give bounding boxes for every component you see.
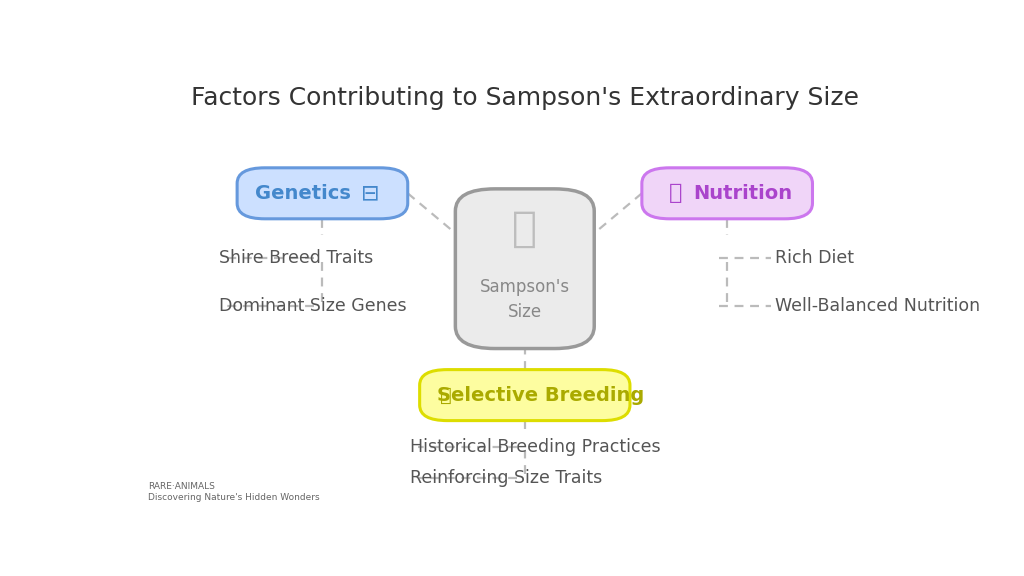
- Text: Rich Diet: Rich Diet: [775, 249, 854, 267]
- Text: Dominant Size Genes: Dominant Size Genes: [219, 297, 407, 316]
- FancyBboxPatch shape: [420, 370, 630, 420]
- FancyBboxPatch shape: [456, 189, 594, 348]
- Text: RARE·ANIMALS
Discovering Nature's Hidden Wonders: RARE·ANIMALS Discovering Nature's Hidden…: [147, 482, 319, 502]
- Text: Nutrition: Nutrition: [693, 184, 793, 203]
- FancyBboxPatch shape: [642, 168, 812, 219]
- FancyBboxPatch shape: [238, 168, 408, 219]
- Text: Well-Balanced Nutrition: Well-Balanced Nutrition: [775, 297, 980, 316]
- Text: Factors Contributing to Sampson's Extraordinary Size: Factors Contributing to Sampson's Extrao…: [190, 86, 859, 110]
- Text: Historical Breeding Practices: Historical Breeding Practices: [410, 438, 660, 456]
- Text: Selective Breeding: Selective Breeding: [437, 385, 644, 404]
- Text: Genetics: Genetics: [255, 184, 350, 203]
- Text: 🏇: 🏇: [512, 208, 538, 250]
- Text: 🌱: 🌱: [669, 183, 682, 203]
- Text: Reinforcing Size Traits: Reinforcing Size Traits: [410, 469, 602, 487]
- Text: 🐎: 🐎: [439, 385, 452, 404]
- Text: Shire Breed Traits: Shire Breed Traits: [219, 249, 374, 267]
- Text: ⊟: ⊟: [360, 183, 379, 203]
- Text: Sampson's
Size: Sampson's Size: [479, 278, 570, 321]
